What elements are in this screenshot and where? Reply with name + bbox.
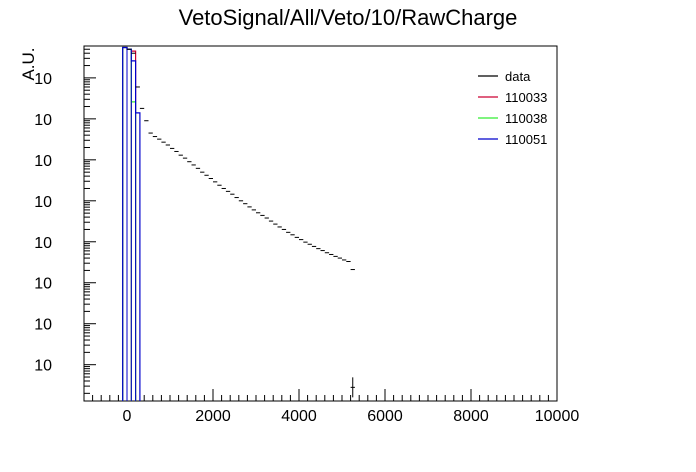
y-tick-label: 10 — [34, 317, 52, 334]
y-tick-label: 10 — [34, 276, 52, 293]
x-tick-label: 0 — [123, 408, 132, 425]
x-tick-label: 8000 — [453, 408, 489, 425]
y-tick-label: 10 — [34, 71, 52, 88]
y-tick-label: 10 — [34, 194, 52, 211]
x-tick-label: 4000 — [281, 408, 317, 425]
legend: data 110033 110038 110051 — [478, 69, 547, 147]
y-tick-label: 10 — [34, 112, 52, 129]
histogram-110051 — [122, 46, 141, 401]
plot-frame — [83, 45, 558, 402]
y-axis-label: A.U. — [19, 47, 38, 80]
legend-entry-label: 110051 — [505, 132, 547, 147]
data-point — [350, 377, 355, 398]
legend-entry-label: 110033 — [505, 90, 547, 105]
x-tick-label: 10000 — [535, 408, 580, 425]
legend-entry-label: 110038 — [505, 111, 547, 126]
x-tick-label: 2000 — [195, 408, 231, 425]
data-points — [127, 48, 355, 398]
y-tick-label: 10 — [34, 358, 52, 375]
y-tick-label: 10 — [34, 235, 52, 252]
histogram-110038 — [122, 46, 137, 401]
histogram-110033 — [122, 46, 137, 401]
y-tick-label: 10 — [34, 153, 52, 170]
x-tick-label: 6000 — [367, 408, 403, 425]
x-axis: 0 2000 4000 6000 8000 10000 — [83, 389, 580, 425]
legend-entry-label: data — [505, 69, 531, 84]
chart-title: VetoSignal/All/Veto/10/RawCharge — [179, 5, 518, 30]
y-axis: 10−110−210−310−410−510−610−710−8 — [34, 48, 96, 394]
mc-histograms — [122, 46, 141, 401]
